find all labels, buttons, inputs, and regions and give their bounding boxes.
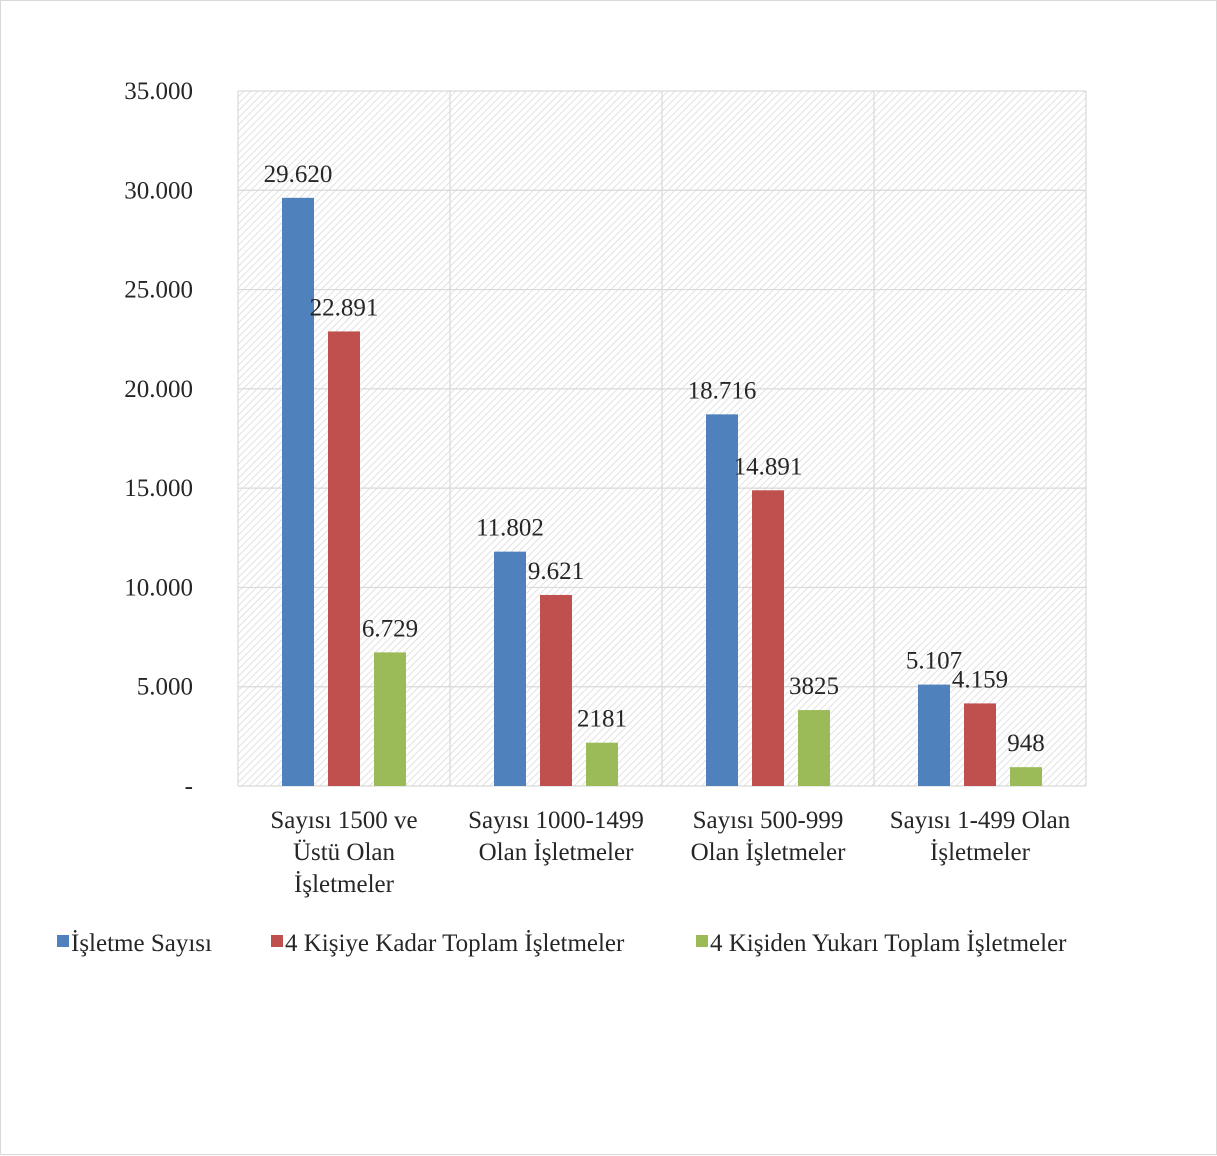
- legend-swatch: [271, 935, 283, 947]
- y-tick-label: -: [185, 773, 193, 800]
- bar: [328, 331, 360, 786]
- bar: [752, 490, 784, 786]
- legend-swatch: [57, 935, 69, 947]
- data-label: 29.620: [264, 161, 333, 188]
- bar: [586, 742, 618, 786]
- data-label: 948: [1007, 730, 1045, 757]
- data-label: 6.729: [362, 615, 418, 642]
- category-label: İşletmeler: [930, 839, 1031, 866]
- category-label: Üstü Olan: [293, 839, 396, 866]
- bar: [540, 594, 572, 786]
- category-label: Sayısı 1500 ve: [270, 807, 417, 834]
- bar: [494, 551, 526, 786]
- bar: [374, 652, 406, 786]
- bar: [1010, 767, 1042, 786]
- x-axis-categories: Sayısı 1500 ve Üstü Olan İşletmeler Sayısı …: [270, 807, 1070, 898]
- bar: [918, 684, 950, 786]
- legend: İşletme Sayısı 4 Kişiye Kadar Toplam İşle…: [57, 930, 1067, 957]
- data-label: 22.891: [310, 294, 379, 321]
- bars: [282, 197, 1042, 786]
- legend-label: 4 Kişiye Kadar Toplam İşletmeler: [285, 930, 625, 957]
- legend-label: 4 Kişiden Yukarı Toplam İşletmeler: [710, 930, 1067, 957]
- category-label: Sayısı 1-499 Olan: [890, 807, 1071, 834]
- y-tick-label: 25.000: [124, 277, 193, 304]
- data-label: 11.802: [476, 515, 544, 542]
- y-tick-label: 35.000: [124, 78, 193, 105]
- bar: [706, 414, 738, 786]
- data-label: 5.107: [906, 648, 962, 675]
- data-label: 9.621: [528, 558, 584, 585]
- data-labels: 29.620 22.891 6.729 11.802 9.621 2181 18.716 14…: [264, 161, 1045, 757]
- data-label: 3825: [789, 673, 839, 700]
- y-axis-ticks: - 5.000 10.000 15.000 20.000 25.000 30.000 35.0…: [124, 78, 193, 800]
- data-label: 2181: [577, 706, 627, 733]
- y-tick-label: 5.000: [137, 674, 193, 701]
- bar: [964, 703, 996, 786]
- grid-lines: [237, 90, 1087, 787]
- data-label: 14.891: [734, 453, 803, 480]
- y-tick-label: 15.000: [124, 475, 193, 502]
- category-label: Olan İşletmeler: [479, 839, 634, 866]
- data-label: 18.716: [688, 377, 757, 404]
- category-label: Sayısı 1000-1499: [468, 807, 644, 834]
- legend-swatch: [696, 935, 708, 947]
- bar: [282, 197, 314, 786]
- category-label: İşletmeler: [294, 871, 395, 898]
- category-label: Sayısı 500-999: [693, 807, 844, 834]
- y-tick-label: 30.000: [124, 177, 193, 204]
- legend-label: İşletme Sayısı: [71, 930, 212, 957]
- bar: [798, 710, 830, 786]
- data-label: 4.159: [952, 666, 1008, 693]
- y-tick-label: 10.000: [124, 574, 193, 601]
- y-tick-label: 20.000: [124, 376, 193, 403]
- category-label: Olan İşletmeler: [691, 839, 846, 866]
